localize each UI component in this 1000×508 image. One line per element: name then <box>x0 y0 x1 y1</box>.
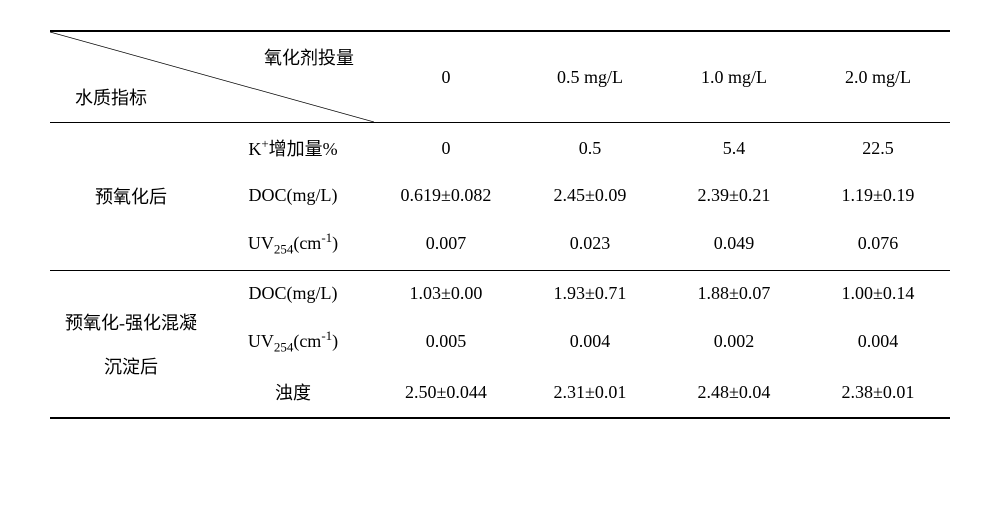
data-cell: 0.076 <box>806 218 950 270</box>
data-cell: 0.007 <box>374 218 518 270</box>
data-cell: 1.19±0.19 <box>806 173 950 218</box>
data-cell: 0.619±0.082 <box>374 173 518 218</box>
data-cell: 1.00±0.14 <box>806 270 950 316</box>
data-cell: 0 <box>374 123 518 174</box>
section-label-preoxidation: 预氧化后 <box>50 123 212 271</box>
header-row: 氧化剂投量 水质指标 0 0.5 mg/L 1.0 mg/L 2.0 mg/L <box>50 31 950 123</box>
data-cell: 0.023 <box>518 218 662 270</box>
col-header: 0 <box>374 31 518 123</box>
data-cell: 2.39±0.21 <box>662 173 806 218</box>
col-header: 0.5 mg/L <box>518 31 662 123</box>
diagonal-header-cell: 氧化剂投量 水质指标 <box>50 31 374 123</box>
metric-label: K+增加量% <box>212 123 374 174</box>
data-cell: 2.38±0.01 <box>806 367 950 418</box>
data-cell: 2.48±0.04 <box>662 367 806 418</box>
data-cell: 2.45±0.09 <box>518 173 662 218</box>
header-oxidant-dose: 氧化剂投量 <box>264 44 354 70</box>
metric-label: DOC(mg/L) <box>212 173 374 218</box>
data-cell: 1.93±0.71 <box>518 270 662 316</box>
metric-label: UV254(cm-1) <box>212 316 374 368</box>
table-row: 预氧化后 K+增加量% 0 0.5 5.4 22.5 <box>50 123 950 174</box>
data-cell: 0.004 <box>806 316 950 368</box>
data-cell: 1.88±0.07 <box>662 270 806 316</box>
data-table: 氧化剂投量 水质指标 0 0.5 mg/L 1.0 mg/L 2.0 mg/L … <box>50 30 950 419</box>
data-cell: 2.50±0.044 <box>374 367 518 418</box>
col-header: 2.0 mg/L <box>806 31 950 123</box>
data-cell: 0.004 <box>518 316 662 368</box>
data-cell: 0.005 <box>374 316 518 368</box>
section-label-coagulation: 预氧化-强化混凝 沉淀后 <box>50 270 212 418</box>
metric-label: 浊度 <box>212 367 374 418</box>
data-cell: 0.049 <box>662 218 806 270</box>
col-header: 1.0 mg/L <box>662 31 806 123</box>
data-cell: 1.03±0.00 <box>374 270 518 316</box>
metric-label: DOC(mg/L) <box>212 270 374 316</box>
data-cell: 22.5 <box>806 123 950 174</box>
section-label-line1: 预氧化-强化混凝 <box>58 309 204 335</box>
table-row: 预氧化-强化混凝 沉淀后 DOC(mg/L) 1.03±0.00 1.93±0.… <box>50 270 950 316</box>
metric-label: UV254(cm-1) <box>212 218 374 270</box>
data-cell: 0.5 <box>518 123 662 174</box>
data-cell: 5.4 <box>662 123 806 174</box>
header-water-index: 水质指标 <box>75 84 147 110</box>
section-label-line2: 沉淀后 <box>58 353 204 379</box>
data-cell: 2.31±0.01 <box>518 367 662 418</box>
data-cell: 0.002 <box>662 316 806 368</box>
